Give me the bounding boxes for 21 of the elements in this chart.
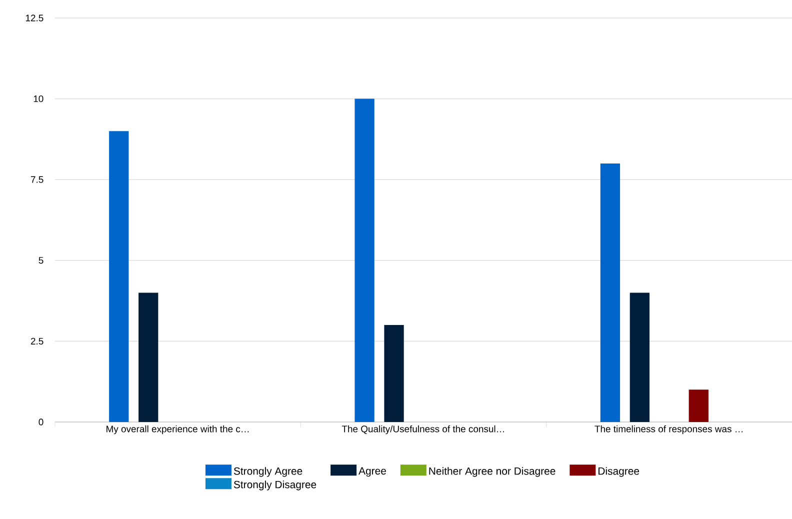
legend-label: Disagree [598, 467, 640, 477]
bar [630, 292, 650, 422]
legend-label: Strongly Disagree [234, 480, 316, 490]
y-tick-label: 0 [38, 418, 44, 426]
y-tick-label: 7.5 [30, 176, 44, 183]
x-tick-label: The Quality/Usefulness of the consul… [342, 425, 504, 434]
x-tick-label: My overall experience with the c… [106, 425, 249, 434]
bar [354, 98, 374, 422]
x-tick-label: The timeliness of responses was … [594, 425, 743, 434]
bar [138, 292, 158, 422]
bar [109, 131, 129, 422]
y-tick-label: 12.5 [26, 14, 44, 22]
legend-label: Agree [358, 467, 386, 477]
legend-label: Strongly Agree [234, 467, 302, 477]
bar [600, 163, 620, 422]
bar [688, 390, 708, 422]
bar [384, 325, 404, 422]
y-tick-label: 10 [34, 95, 44, 102]
y-tick-label: 5 [38, 257, 44, 264]
legend-label: Neither Agree nor Disagree [429, 467, 556, 477]
y-tick-label: 2.5 [30, 338, 44, 345]
